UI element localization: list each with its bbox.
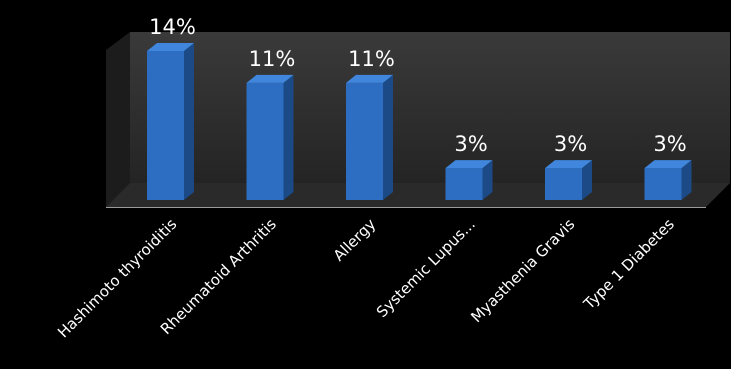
bar-side <box>383 75 393 200</box>
chart-back-wall <box>130 32 730 183</box>
value-label: 14% <box>149 15 196 39</box>
bar <box>545 160 592 200</box>
bar-side <box>284 75 294 200</box>
chart-floor <box>106 183 730 207</box>
bar-front <box>247 83 284 200</box>
category-label: Myasthenia Gravis <box>467 215 578 326</box>
bar-front <box>645 168 682 200</box>
bar <box>346 75 393 200</box>
category-label: Systemic Lupus... <box>373 215 479 321</box>
bar-front <box>147 51 184 200</box>
chart-side-wall <box>106 32 130 207</box>
category-label: Rheumatoid Arthritis <box>157 215 280 338</box>
bar <box>147 43 194 200</box>
category-label: Type 1 Diabetes <box>579 215 678 314</box>
bar-front <box>446 168 483 200</box>
value-label: 11% <box>348 47 395 71</box>
bar-front <box>545 168 582 200</box>
bar-front <box>346 83 383 200</box>
category-label: Allergy <box>330 215 380 265</box>
bar <box>645 160 692 200</box>
value-label: 3% <box>554 132 587 156</box>
bar <box>446 160 493 200</box>
value-label: 3% <box>454 132 487 156</box>
bar-side <box>184 43 194 200</box>
value-label: 11% <box>249 47 296 71</box>
value-label: 3% <box>653 132 686 156</box>
bar <box>247 75 294 200</box>
